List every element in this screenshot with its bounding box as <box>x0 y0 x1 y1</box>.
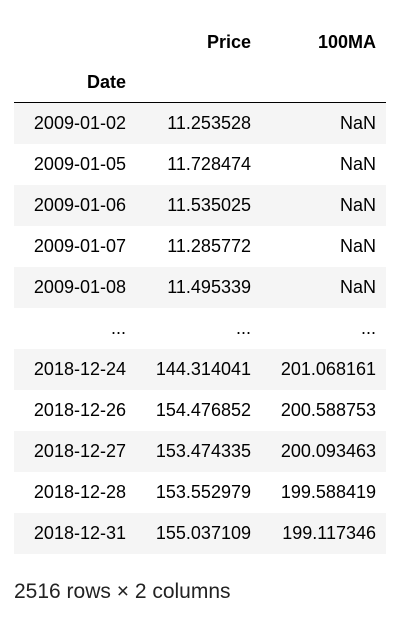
table-row: 2009-01-05 11.728474 NaN <box>14 143 386 185</box>
table-row: 2018-12-28 153.552979 199.588419 <box>14 471 386 513</box>
index-header-empty <box>261 62 386 103</box>
row-index-cell: 2009-01-08 <box>33 276 126 297</box>
row-index-cell: 2018-12-27 <box>33 440 126 461</box>
table-header: Price 100MA Date <box>14 22 386 103</box>
row-index-cell: 2009-01-07 <box>33 235 126 256</box>
header-blank-cell <box>14 22 136 62</box>
table-row: 2018-12-24 144.314041 201.068161 <box>14 348 386 390</box>
row-index-cell: 2018-12-24 <box>33 358 126 379</box>
row-index-cell: 2009-01-02 <box>33 112 126 133</box>
ma100-cell: 201.068161 <box>280 358 376 379</box>
row-index-cell: 2018-12-31 <box>33 522 126 543</box>
price-cell: 11.495339 <box>167 276 251 297</box>
ma100-cell: NaN <box>339 235 376 256</box>
price-cell: 11.253528 <box>167 112 251 133</box>
price-cell: 154.476852 <box>155 399 251 420</box>
dataframe-output: Price 100MA Date 2009-01-02 11.253528 Na… <box>14 22 386 554</box>
price-cell: 153.552979 <box>155 481 251 502</box>
row-index-cell: 2018-12-28 <box>33 481 126 502</box>
table-row: 2009-01-02 11.253528 NaN <box>14 102 386 144</box>
dataframe-table: Price 100MA Date 2009-01-02 11.253528 Na… <box>14 22 386 554</box>
ma100-cell: NaN <box>339 153 376 174</box>
ma100-cell: 199.117346 <box>282 522 376 543</box>
ellipsis-index-cell: ... <box>110 317 126 338</box>
price-cell: 155.037109 <box>155 522 251 543</box>
index-header-row: Date <box>14 62 386 103</box>
ma100-cell: NaN <box>339 276 376 297</box>
ma100-cell: NaN <box>339 194 376 215</box>
index-header-empty <box>136 62 261 103</box>
price-cell: 11.535025 <box>167 194 251 215</box>
table-row: 2018-12-31 155.037109 199.117346 <box>14 512 386 554</box>
row-index-cell: 2009-01-05 <box>33 153 126 174</box>
table-row: 2018-12-27 153.474335 200.093463 <box>14 430 386 472</box>
row-index-cell: 2009-01-06 <box>33 194 126 215</box>
dataframe-shape-note: 2516 rows × 2 columns <box>14 580 231 603</box>
column-header-price: Price <box>206 31 251 52</box>
ma100-cell: 200.093463 <box>280 440 376 461</box>
table-row: 2018-12-26 154.476852 200.588753 <box>14 389 386 431</box>
table-row: 2009-01-06 11.535025 NaN <box>14 184 386 226</box>
column-header-100ma: 100MA <box>317 31 376 52</box>
column-header-row: Price 100MA <box>14 22 386 62</box>
row-index-cell: 2018-12-26 <box>33 399 126 420</box>
index-name-header: Date <box>14 62 136 103</box>
price-cell: 153.474335 <box>155 440 251 461</box>
table-row: 2009-01-08 11.495339 NaN <box>14 266 386 308</box>
ma100-cell: 200.588753 <box>280 399 376 420</box>
ellipsis-price-cell: ... <box>235 317 251 338</box>
price-cell: 11.728474 <box>167 153 251 174</box>
ma100-cell: NaN <box>339 112 376 133</box>
ellipsis-row: ... ... ... <box>14 307 386 349</box>
price-cell: 144.314041 <box>155 358 251 379</box>
ma100-cell: 199.588419 <box>280 481 376 502</box>
table-row: 2009-01-07 11.285772 NaN <box>14 225 386 267</box>
price-cell: 11.285772 <box>167 235 251 256</box>
ellipsis-ma100-cell: ... <box>360 317 376 338</box>
table-body: 2009-01-02 11.253528 NaN 2009-01-05 11.7… <box>14 102 386 554</box>
